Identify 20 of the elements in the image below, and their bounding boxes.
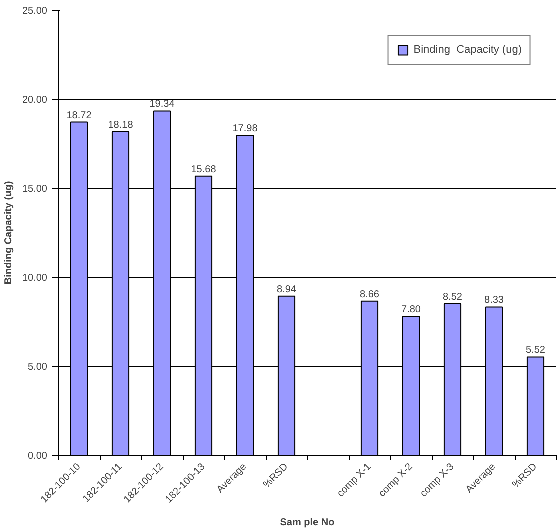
y-tick-label: 15.00 xyxy=(22,184,48,195)
text: 8.94 xyxy=(277,284,296,296)
text: 5.52 xyxy=(526,345,546,356)
text: 17.98 xyxy=(232,123,258,134)
text: 19.34 xyxy=(150,99,175,110)
legend-label: Binding Capacity (ug) xyxy=(414,44,522,56)
text: 18.72 xyxy=(66,110,92,122)
y-tick-label: 20.00 xyxy=(22,95,48,106)
text: 18.18 xyxy=(108,120,134,131)
x-axis-title: Sam ple No xyxy=(280,517,335,528)
y-tick-label: 0.00 xyxy=(28,451,48,462)
y-tick-label: 25.00 xyxy=(22,6,48,17)
y-axis-title: Binding Capacity (ug) xyxy=(3,181,14,285)
text: 8.66 xyxy=(360,289,380,300)
text: 8.52 xyxy=(443,292,462,303)
text: 15.68 xyxy=(191,164,216,176)
y-tick-label: 5.00 xyxy=(28,362,48,373)
text: 7.80 xyxy=(402,304,421,316)
text: 8.33 xyxy=(484,295,504,306)
y-tick-label: 10.00 xyxy=(22,273,48,284)
